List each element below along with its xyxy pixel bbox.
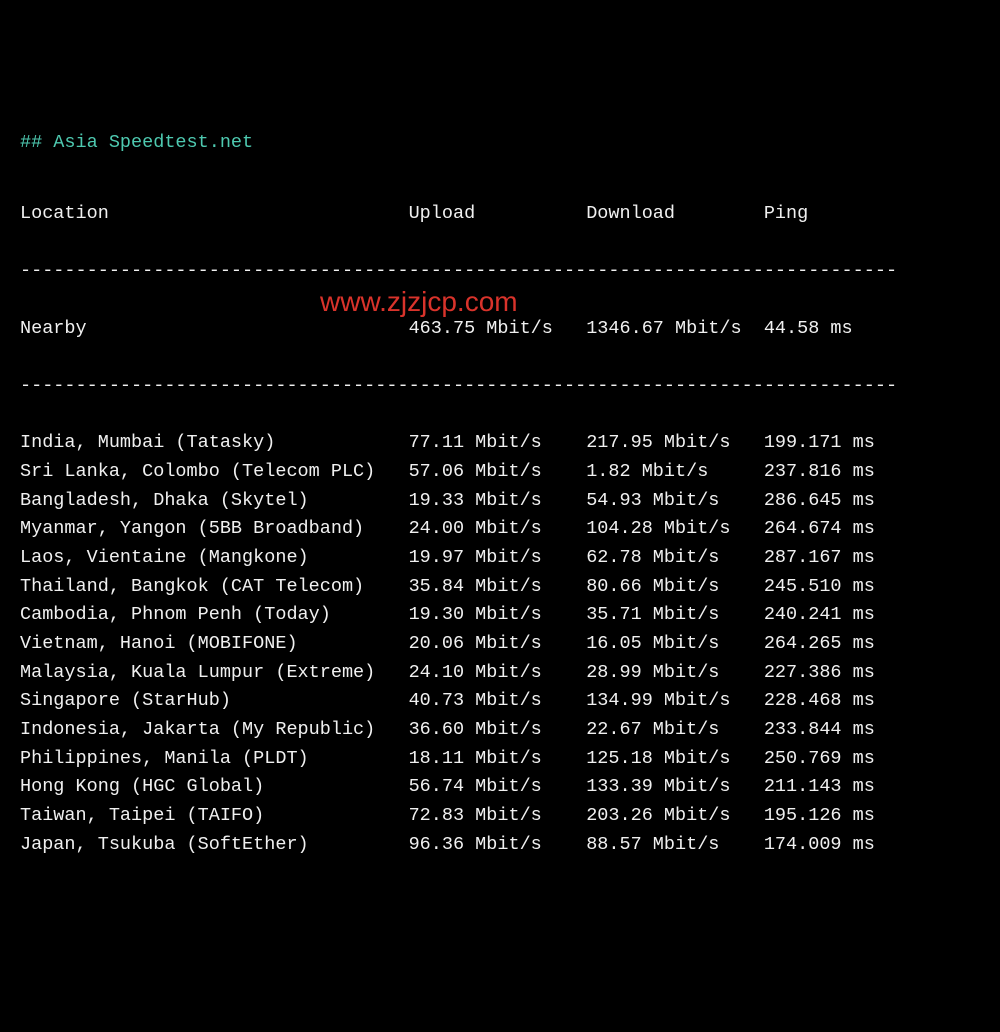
table-row: Myanmar, Yangon (5BB Broadband) 24.00 Mb… bbox=[20, 515, 980, 544]
table-row: Singapore (StarHub) 40.73 Mbit/s 134.99 … bbox=[20, 687, 980, 716]
table-row: Malaysia, Kuala Lumpur (Extreme) 24.10 M… bbox=[20, 659, 980, 688]
table-header: Location Upload Download Ping bbox=[20, 200, 980, 229]
table-row: Cambodia, Phnom Penh (Today) 19.30 Mbit/… bbox=[20, 601, 980, 630]
section-title: ## Asia Speedtest.net bbox=[20, 129, 980, 158]
table-row: Sri Lanka, Colombo (Telecom PLC) 57.06 M… bbox=[20, 458, 980, 487]
table-row: India, Mumbai (Tatasky) 77.11 Mbit/s 217… bbox=[20, 429, 980, 458]
table-row: Japan, Tsukuba (SoftEther) 96.36 Mbit/s … bbox=[20, 831, 980, 860]
table-row: Hong Kong (HGC Global) 56.74 Mbit/s 133.… bbox=[20, 773, 980, 802]
table-row: Taiwan, Taipei (TAIFO) 72.83 Mbit/s 203.… bbox=[20, 802, 980, 831]
table-row: Vietnam, Hanoi (MOBIFONE) 20.06 Mbit/s 1… bbox=[20, 630, 980, 659]
table-row: Thailand, Bangkok (CAT Telecom) 35.84 Mb… bbox=[20, 573, 980, 602]
table-row: Bangladesh, Dhaka (Skytel) 19.33 Mbit/s … bbox=[20, 487, 980, 516]
divider-mid: ----------------------------------------… bbox=[20, 372, 980, 401]
nearby-row: Nearby 463.75 Mbit/s 1346.67 Mbit/s 44.5… bbox=[20, 315, 980, 344]
table-row: Indonesia, Jakarta (My Republic) 36.60 M… bbox=[20, 716, 980, 745]
table-row: Laos, Vientaine (Mangkone) 19.97 Mbit/s … bbox=[20, 544, 980, 573]
divider-top: ----------------------------------------… bbox=[20, 257, 980, 286]
table-row: Philippines, Manila (PLDT) 18.11 Mbit/s … bbox=[20, 745, 980, 774]
table-body: India, Mumbai (Tatasky) 77.11 Mbit/s 217… bbox=[20, 429, 980, 859]
